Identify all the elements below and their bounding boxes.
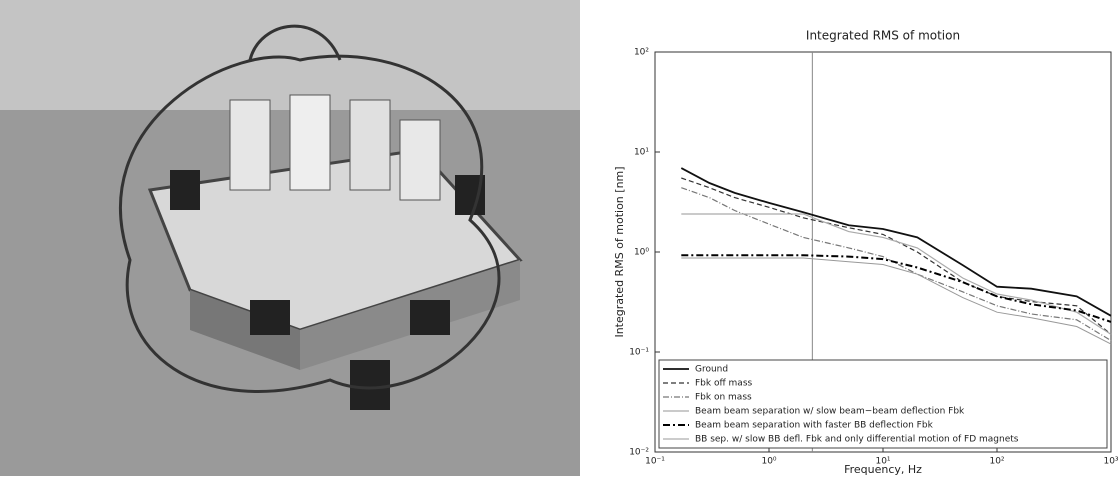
series-line: [680, 167, 1112, 317]
x-axis-label: Frequency, Hz: [844, 463, 922, 476]
legend-label: Beam beam separation w/ slow beam−beam d…: [695, 407, 965, 417]
y-tick-label: 10²: [634, 48, 649, 58]
y-tick-label: 10⁻²: [629, 448, 649, 458]
x-tick-label: 10⁻¹: [645, 457, 665, 467]
photo-actuator: [250, 300, 290, 335]
photo-sensor: [399, 119, 441, 201]
chart-title: Integrated RMS of motion: [806, 29, 960, 43]
legend-label: Beam beam separation with faster BB defl…: [695, 421, 934, 431]
photo-sensor: [289, 94, 331, 191]
x-tick-label: 10²: [989, 457, 1004, 467]
photo-cable: [248, 24, 342, 61]
photo-sensor: [349, 99, 391, 191]
photo-sensor: [229, 99, 271, 191]
series-line: [681, 213, 1112, 335]
series-line: [681, 254, 1112, 323]
y-tick-label: 10⁰: [634, 248, 649, 258]
y-tick-label: 10¹: [634, 148, 649, 158]
photo: [0, 0, 580, 476]
x-tick-label: 10⁰: [761, 457, 776, 467]
photo-cable: [119, 54, 501, 393]
legend-label: BB sep. w/ slow BB defl. Fbk and only di…: [695, 435, 1019, 445]
series-line: [681, 257, 1112, 345]
legend-label: Fbk on mass: [695, 393, 752, 403]
photo-actuator: [170, 170, 200, 210]
photo-actuator: [350, 360, 390, 410]
photo-actuator: [410, 300, 450, 335]
x-tick-label: 10³: [1103, 457, 1118, 467]
photo-platform-side: [190, 290, 300, 370]
y-axis-label: Integrated RMS of motion [nm]: [613, 166, 626, 337]
series-line: [681, 177, 1112, 335]
photo-wall: [0, 0, 580, 110]
y-tick-label: 10⁻¹: [629, 348, 649, 358]
legend-label: Ground: [695, 365, 728, 375]
series-line: [681, 187, 1112, 342]
x-tick-label: 10¹: [875, 457, 890, 467]
legend-label: Fbk off mass: [695, 379, 753, 389]
legend-box: [658, 359, 1108, 449]
